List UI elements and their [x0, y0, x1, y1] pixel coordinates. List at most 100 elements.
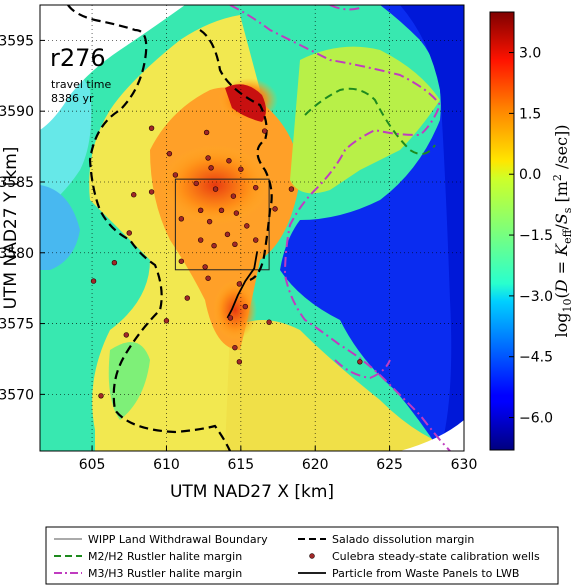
colorbar-tick-label-6: −6.0 [519, 411, 553, 427]
legend-item-wells: Culebra steady-state calibration wells [332, 550, 540, 563]
x-tick-label-0: 605 [79, 457, 106, 473]
calibration-well-18 [233, 210, 240, 216]
legend-item-wipp: WIPP Land Withdrawal Boundary [88, 533, 268, 546]
calibration-well-8 [238, 166, 244, 172]
colorbar: 3.0 1.5 0.0 −1.5 −3.0 −4.5 −6.0 log10(D = Keff… [489, 11, 574, 451]
plot-frame [39, 4, 465, 452]
colorbar-tick-label-2: 0.0 [519, 167, 541, 183]
calibration-well-17 [197, 207, 204, 214]
y-tick-label-0: 3570 [0, 387, 34, 403]
x-axis-ticks: 605 610 615 620 625 630 [79, 446, 478, 473]
calibration-well-22 [224, 231, 231, 238]
calibration-well-38 [163, 318, 170, 324]
calibration-well-5 [208, 165, 214, 171]
field-left-blue [40, 185, 80, 270]
x-tick-label-3: 620 [302, 457, 329, 473]
legend-item-m2h2: M2/H2 Rustler halite margin [88, 550, 242, 563]
x-tick-label-4: 625 [376, 457, 403, 473]
calibration-well-36 [242, 303, 249, 310]
calibration-well-20 [178, 216, 185, 222]
field-hotspot-center [160, 145, 270, 225]
calibration-well-26 [232, 241, 238, 247]
calibration-well-2 [166, 150, 173, 157]
colorbar-ticks: 3.0 1.5 0.0 −1.5 −3.0 −4.5 −6.0 [509, 46, 553, 427]
calibration-well-6 [226, 158, 232, 164]
x-tick-label-5: 630 [451, 457, 478, 473]
calibration-well-25 [211, 242, 217, 249]
calibration-well-4 [172, 172, 179, 178]
calibration-well-34 [205, 275, 211, 281]
legend-item-particle: Particle from Waste Panels to LWB [332, 567, 519, 580]
field-hotspot-south [213, 280, 257, 340]
colorbar-tick-label-0: 3.0 [519, 46, 541, 62]
calibration-well-30 [178, 258, 185, 264]
x-tick-label-2: 615 [227, 457, 254, 473]
calibration-well-44 [98, 393, 104, 399]
field-nodata-nw [40, 5, 185, 130]
calibration-well-31 [202, 264, 208, 270]
legend: WIPP Land Withdrawal Boundary M2/H2 Rust… [45, 526, 559, 585]
colorbar-tick-label-1: 1.5 [519, 106, 541, 122]
calibration-well-41 [236, 359, 243, 365]
y-axis-ticks: 3570 3575 3580 3585 3590 3595 [0, 33, 45, 403]
plot-area [40, 5, 464, 451]
calibration-well-29 [111, 259, 118, 266]
calibration-well-15 [230, 193, 237, 199]
calibration-well-1 [203, 129, 210, 136]
calibration-well-35 [236, 281, 243, 287]
m2-h2-rustler-halite-margin [304, 87, 436, 155]
particle-path [226, 251, 259, 319]
y-tick-label-4: 3590 [0, 104, 34, 120]
calibration-well-43 [357, 359, 363, 365]
y-axis-label: UTM NAD27 Y [km] [1, 147, 21, 310]
calibration-well-39 [123, 332, 129, 338]
calibration-well-33 [184, 295, 190, 301]
field-east-plateau [290, 46, 440, 194]
calibration-well-27 [253, 237, 259, 243]
y-tick-label-3: 3585 [0, 175, 34, 191]
calibration-well-10 [288, 186, 295, 192]
colorbar-tick-label-3: −1.5 [519, 228, 553, 244]
calibration-well-24 [197, 237, 204, 243]
calibration-well-11 [131, 192, 137, 198]
calibration-well-13 [193, 180, 199, 187]
colorbar-gradient [489, 11, 515, 451]
field-blue-far-east [380, 5, 464, 451]
x-axis-label: UTM NAD27 X [km] [170, 482, 334, 502]
colorbar-tick-label-5: −4.5 [519, 350, 553, 366]
m3-h3-rustler-halite-margin [229, 5, 451, 451]
calibration-well-12 [148, 189, 155, 195]
legend-swatch-wells [309, 553, 315, 559]
field-nodata-se [400, 420, 464, 451]
y-tick-label-1: 3575 [0, 317, 34, 333]
calibration-well-37 [227, 315, 234, 321]
legend-item-salado: Salado dissolution margin [332, 533, 474, 546]
legend-frame [45, 526, 559, 585]
travel-time-label: travel time [51, 78, 111, 91]
legend-item-m3h3: M3/H3 Rustler halite margin [88, 567, 242, 580]
field-yellow-south [225, 320, 464, 451]
x-tick-label-1: 610 [153, 457, 180, 473]
calibration-well-16 [218, 207, 225, 214]
realization-label: r276 [50, 44, 106, 72]
field-red-north [225, 84, 266, 122]
calibration-wells [90, 125, 363, 399]
calibration-well-7 [261, 128, 268, 134]
calibration-well-40 [232, 344, 238, 351]
calibration-well-42 [266, 319, 272, 325]
calibration-well-14 [212, 186, 219, 192]
gridlines [40, 5, 464, 451]
field-blue-east [280, 5, 464, 451]
field-cool-patch [108, 342, 150, 420]
y-tick-label-5: 3595 [0, 33, 34, 49]
m3-h3-rustler-halite-margin-loop [334, 359, 391, 380]
y-tick-label-2: 3580 [0, 246, 34, 262]
colorbar-tick-label-4: −3.0 [519, 289, 553, 305]
calibration-well-9 [253, 184, 259, 191]
colorbar-label: log10(D = Keff/Ss [m2 /sec]) [551, 124, 574, 337]
travel-time-value: 8386 yr [51, 92, 94, 105]
salado-dissolution-margin-inner [199, 29, 273, 282]
m3-h3-rustler-halite-margin-ne [329, 5, 361, 11]
calibration-well-32 [90, 278, 97, 284]
